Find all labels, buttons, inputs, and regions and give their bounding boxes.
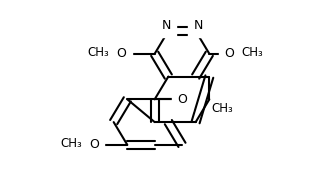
Text: O: O bbox=[89, 138, 99, 151]
Text: CH₃: CH₃ bbox=[241, 46, 263, 59]
Text: N: N bbox=[162, 19, 171, 32]
Text: CH₃: CH₃ bbox=[87, 46, 109, 59]
Text: O: O bbox=[224, 47, 234, 60]
Text: O: O bbox=[116, 47, 126, 60]
Text: N: N bbox=[193, 19, 203, 32]
Text: O: O bbox=[177, 93, 187, 106]
Text: CH₃: CH₃ bbox=[212, 102, 233, 115]
Text: CH₃: CH₃ bbox=[60, 137, 82, 150]
